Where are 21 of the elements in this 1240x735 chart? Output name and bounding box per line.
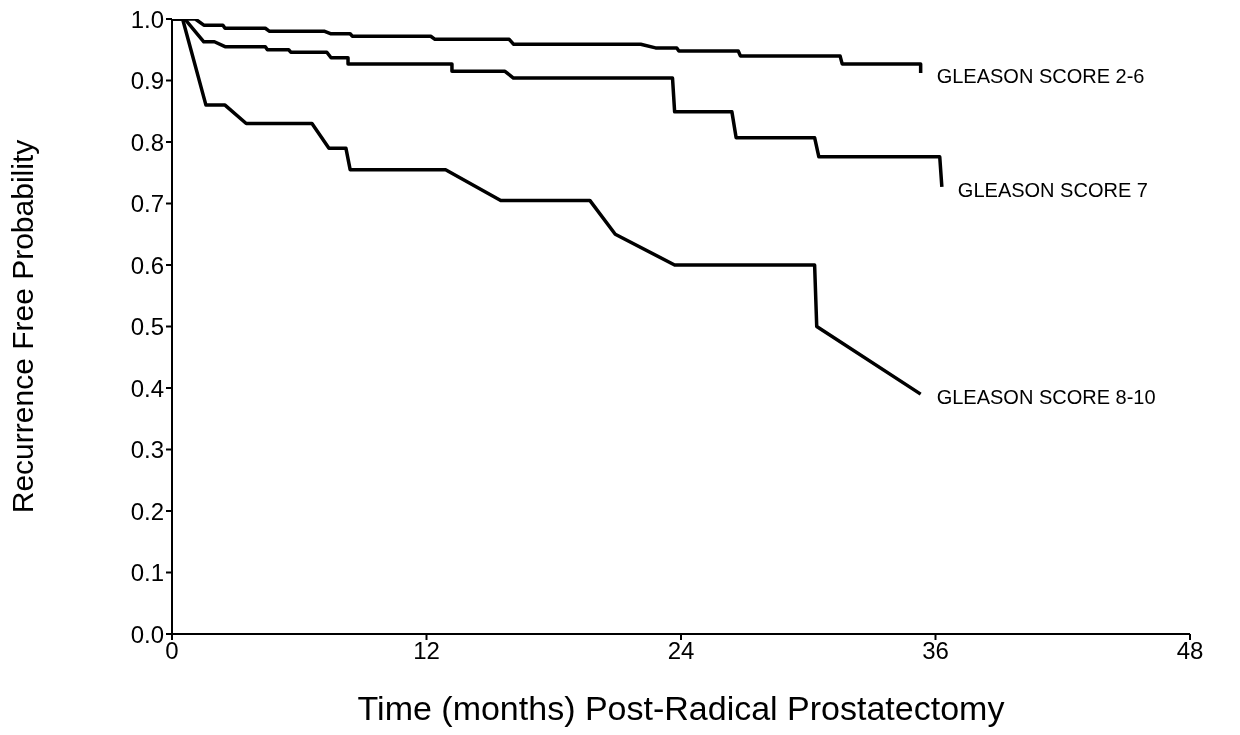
y-tick-label: 0.3 [130, 436, 164, 464]
series-label: GLEASON SCORE 8-10 [936, 386, 1156, 409]
y-tick-label: 0.2 [130, 497, 164, 525]
y-tick-label: 0.8 [130, 128, 164, 156]
y-tick-label: 0.9 [130, 67, 164, 95]
x-tick-label: 48 [1176, 637, 1204, 665]
y-tick-label: 0.7 [130, 190, 164, 218]
series-label: GLEASON SCORE 7 [957, 178, 1148, 201]
x-tick-label: 36 [922, 637, 949, 665]
y-tick-label: 0.5 [130, 313, 164, 341]
x-tick-label: 12 [413, 637, 440, 665]
x-axis-title: Time (months) Post-Radical Prostatectomy [357, 689, 1005, 727]
y-tick-label: 0.4 [130, 374, 164, 402]
x-tick-label: 24 [667, 637, 695, 665]
series-label: GLEASON SCORE 2-6 [936, 65, 1145, 88]
y-tick-label: 0.6 [130, 251, 164, 279]
y-tick-label: 0.1 [130, 559, 164, 587]
x-tick-label: 0 [165, 637, 179, 665]
y-axis-title: Recurrence Free Probability [5, 139, 39, 514]
y-tick-label: 1.0 [130, 5, 164, 33]
y-tick-label: 0.0 [130, 620, 164, 648]
